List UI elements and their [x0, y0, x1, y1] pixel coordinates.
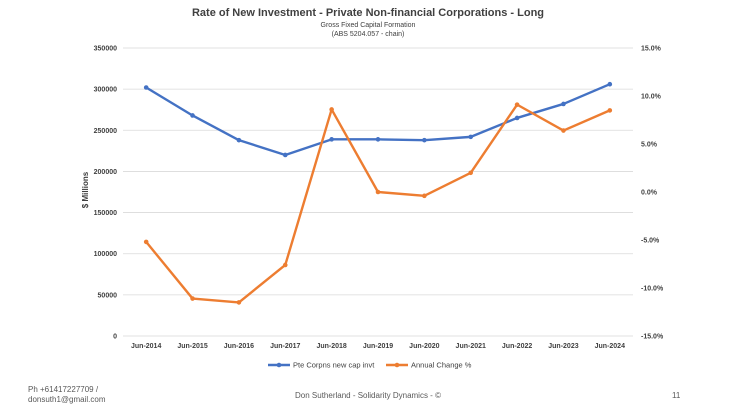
legend-marker — [394, 362, 400, 368]
x-axis-ticks: Jun-2014 Jun-2015 Jun-2016 Jun-2017 Jun-2018… — [131, 343, 625, 350]
legend-label: Pte Corpns new cap invt — [293, 361, 375, 370]
right-tick-label: 10.0% — [641, 94, 662, 101]
data-point — [422, 137, 427, 143]
data-point — [329, 137, 334, 142]
y-axis-label: $ Millions — [81, 171, 90, 208]
x-tick-label: Jun-2017 — [270, 343, 300, 350]
x-tick-label: Jun-2023 — [548, 343, 578, 350]
data-point — [561, 101, 566, 107]
x-tick-label: Jun-2018 — [316, 343, 346, 350]
data-point — [282, 152, 288, 158]
left-tick-label: 350000 — [94, 46, 117, 53]
data-point — [375, 189, 381, 195]
data-point — [607, 108, 613, 113]
left-tick-label: 100000 — [94, 251, 117, 258]
data-point — [190, 113, 195, 118]
legend: Pte Corpns new cap invt Annual Change % — [268, 361, 472, 370]
legend-marker — [276, 362, 282, 368]
x-tick-label: Jun-2020 — [409, 343, 439, 350]
right-tick-label: 0.0% — [641, 190, 658, 197]
chart-title: Rate of New Investment - Private Non-fin… — [192, 7, 544, 19]
data-point — [561, 128, 566, 133]
left-tick-label: 0 — [113, 334, 117, 341]
legend-label: Annual Change % — [411, 361, 472, 370]
footer-contact: Ph +61417227709 / donsuth1@gmail.com — [28, 385, 178, 405]
data-point — [468, 134, 474, 140]
page-number: 11 — [672, 391, 681, 400]
data-point — [143, 239, 149, 245]
data-point — [282, 262, 288, 268]
left-tick-label: 200000 — [94, 169, 117, 176]
data-point — [468, 170, 474, 176]
right-tick-label: 15.0% — [641, 46, 662, 53]
data-point — [514, 102, 520, 107]
left-tick-label: 150000 — [94, 210, 117, 217]
x-tick-label: Jun-2019 — [363, 343, 393, 350]
footer-email: donsuth1@gmail.com — [28, 395, 106, 404]
right-tick-label: -15.0% — [641, 334, 664, 341]
left-tick-label: 50000 — [98, 292, 118, 299]
series-line-1 — [145, 83, 611, 157]
line-chart: Rate of New Investment - Private Non-fin… — [81, 7, 664, 370]
right-tick-label: -10.0% — [641, 286, 664, 293]
x-tick-label: Jun-2022 — [502, 343, 532, 350]
series-line-2 — [145, 103, 611, 304]
left-tick-label: 300000 — [94, 87, 117, 94]
data-point — [607, 81, 613, 87]
gridlines — [123, 47, 633, 337]
x-tick-label: Jun-2016 — [224, 343, 254, 350]
chart-subtitle-source: (ABS 5204.057 - chain) — [332, 31, 405, 38]
data-point — [143, 85, 149, 90]
data-point — [514, 115, 520, 121]
right-axis-ticks: -15.0% -10.0% -5.0% 0.0% 5.0% 10.0% 15.0% — [641, 46, 664, 341]
footer-phone: Ph +61417227709 / — [28, 385, 99, 394]
x-tick-label: Jun-2024 — [595, 343, 625, 350]
chart-subtitle: Gross Fixed Capital Formation — [321, 22, 416, 29]
right-tick-label: -5.0% — [641, 238, 660, 245]
data-point — [422, 193, 427, 199]
data-point — [190, 296, 195, 301]
left-tick-label: 250000 — [94, 128, 117, 135]
data-point — [236, 300, 242, 305]
left-axis-ticks: 0 50000 100000 150000 200000 250000 300000 3500… — [94, 46, 117, 341]
footer-credit: Don Sutherland - Solidarity Dynamics - © — [295, 391, 441, 400]
x-tick-label: Jun-2014 — [131, 343, 161, 350]
x-tick-label: Jun-2015 — [177, 343, 207, 350]
x-tick-label: Jun-2021 — [456, 343, 486, 350]
right-tick-label: 5.0% — [641, 142, 658, 149]
data-point — [329, 107, 334, 112]
series-group — [143, 81, 613, 305]
data-point — [375, 137, 381, 142]
data-point — [236, 137, 242, 143]
